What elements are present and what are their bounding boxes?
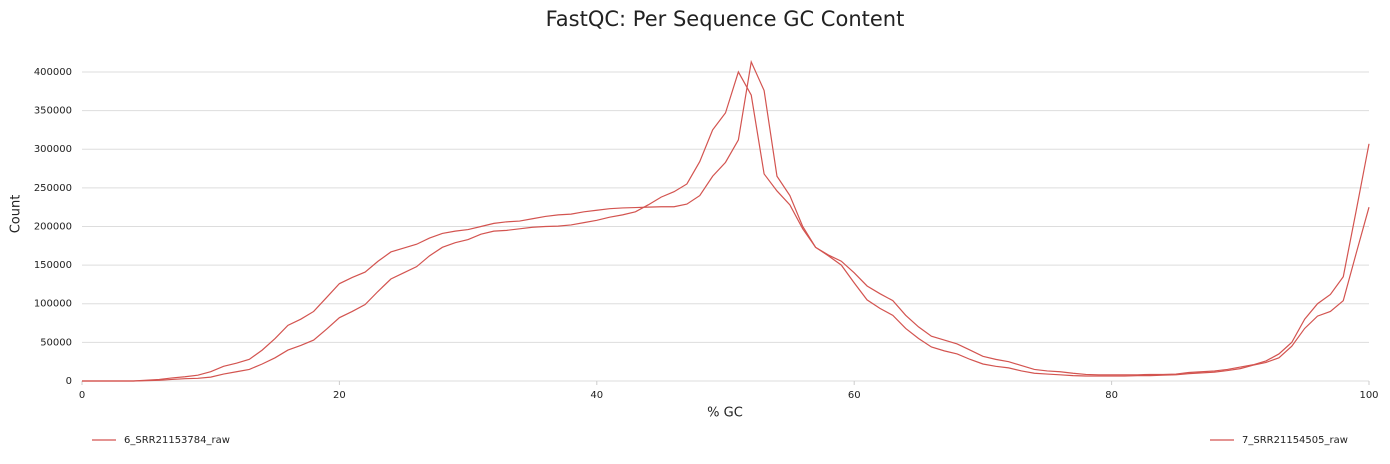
y-tick-label: 400000 [34,67,72,78]
y-axis-label: Count [9,195,24,234]
legend-label: 6_SRR21153784_raw [124,435,230,446]
y-tick-label: 250000 [34,183,72,194]
x-tick-label: 0 [79,390,85,401]
x-tick-label: 80 [1105,390,1118,401]
chart-title: FastQC: Per Sequence GC Content [546,7,905,31]
legend-label: 7_SRR21154505_raw [1242,435,1348,446]
x-tick-label: 20 [333,390,346,401]
x-tick-label: 40 [590,390,603,401]
y-tick-label: 150000 [34,260,72,271]
x-tick-label: 100 [1359,390,1378,401]
x-tick-label: 60 [848,390,861,401]
y-tick-label: 50000 [40,337,72,348]
y-tick-label: 100000 [34,299,72,310]
y-tick-label: 350000 [34,106,72,117]
y-tick-label: 0 [66,376,72,387]
x-axis-label: % GC [707,406,743,421]
y-tick-label: 300000 [34,144,72,155]
series-line [82,70,1370,382]
y-tick-label: 200000 [34,221,72,232]
series-line [82,59,1370,382]
